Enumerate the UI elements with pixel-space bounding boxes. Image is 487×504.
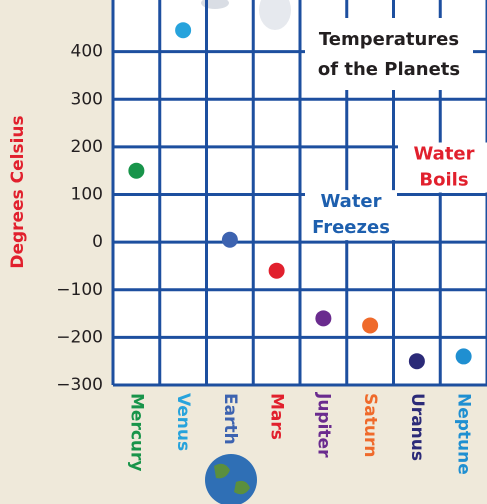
data-point [175, 22, 191, 38]
y-tick-label: 200 [71, 137, 103, 157]
annotation: Water [413, 144, 474, 165]
data-point [362, 317, 378, 333]
data-point [409, 353, 425, 369]
x-tick-label: Mars [267, 393, 287, 440]
y-axis-label: Degrees Celsius [8, 115, 28, 268]
data-point [315, 310, 331, 326]
x-tick-label: Earth [220, 393, 240, 445]
chart: Degrees Celsius −300 −200 −100 0 100 200 300 40… [0, 0, 487, 504]
x-tick-label: Neptune [454, 393, 474, 475]
chart-title: Temperatures [319, 29, 459, 50]
y-tick-label: −200 [56, 327, 103, 347]
x-tick-label: Mercury [126, 393, 146, 471]
globe [205, 454, 257, 504]
y-tick-label: 100 [71, 185, 103, 205]
annotation: Freezes [312, 217, 390, 238]
data-point [128, 163, 144, 179]
y-tick-label: −300 [56, 375, 103, 395]
chart-title: of the Planets [318, 59, 460, 80]
y-tick-label: 0 [92, 232, 103, 252]
annotation: Boils [419, 170, 468, 191]
y-tick-label: 400 [71, 42, 103, 62]
data-point [456, 348, 472, 364]
x-tick-label: Saturn [360, 393, 380, 457]
annotation: Water [320, 191, 381, 212]
x-tick-label: Jupiter [313, 392, 333, 458]
x-tick-label: Uranus [407, 393, 427, 461]
data-point [222, 232, 238, 248]
y-tick-label: 300 [71, 89, 103, 109]
x-tick-label: Venus [173, 393, 193, 451]
y-tick-label: −100 [56, 280, 103, 300]
data-point [269, 263, 285, 279]
